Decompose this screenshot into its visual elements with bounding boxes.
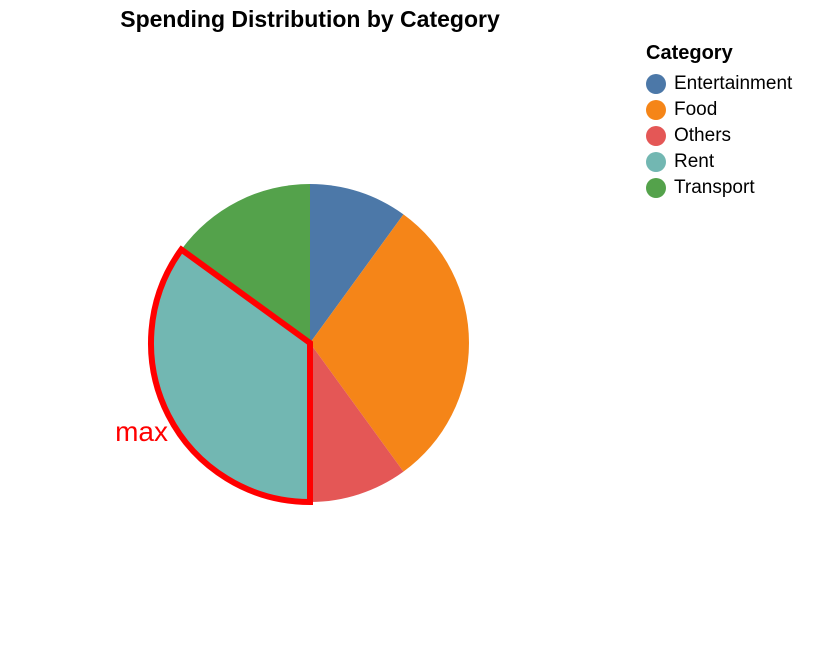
legend-item-food: Food xyxy=(646,97,792,123)
legend-label: Food xyxy=(674,99,718,120)
legend-label: Transport xyxy=(674,177,755,198)
legend-label: Others xyxy=(674,125,732,146)
legend-items: Entertainment Food Others Rent Transport xyxy=(646,71,792,201)
pie-slices xyxy=(151,184,469,502)
legend-title: Category xyxy=(646,42,733,64)
legend-label: Rent xyxy=(674,151,715,172)
legend: Category Entertainment Food Others Rent Tran… xyxy=(646,42,792,201)
legend-swatch xyxy=(646,74,666,94)
pie-slice-entertainment xyxy=(310,184,404,343)
legend-item-transport: Transport xyxy=(646,175,792,201)
pie-slice-transport xyxy=(181,184,310,343)
legend-label: Entertainment xyxy=(674,73,793,94)
pie-slice-others xyxy=(310,343,404,502)
legend-swatch xyxy=(646,178,666,198)
legend-swatch xyxy=(646,152,666,172)
legend-swatch xyxy=(646,126,666,146)
legend-item-entertainment: Entertainment xyxy=(646,71,792,97)
legend-item-rent: Rent xyxy=(646,149,792,175)
chart-title: Spending Distribution by Category xyxy=(120,6,500,32)
highlight-layer xyxy=(148,245,313,506)
legend-item-others: Others xyxy=(646,123,792,149)
pie-slice-rent xyxy=(151,249,310,502)
max-annotation-label: max xyxy=(115,416,168,447)
pie-slice-food xyxy=(310,214,469,472)
legend-swatch xyxy=(646,100,666,120)
max-highlight-outline xyxy=(148,245,313,506)
